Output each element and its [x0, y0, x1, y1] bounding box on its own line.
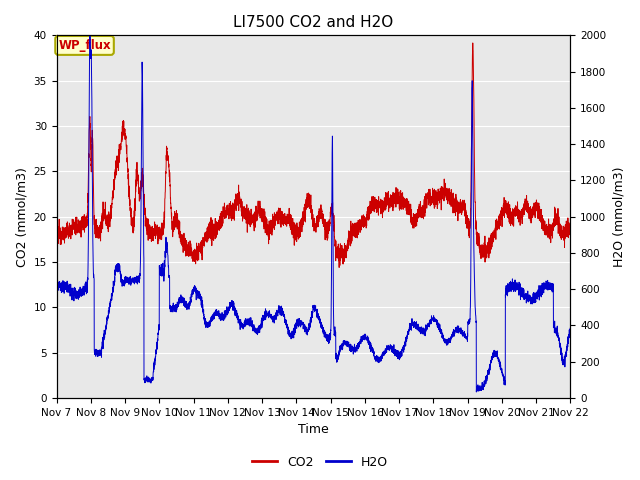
Title: LI7500 CO2 and H2O: LI7500 CO2 and H2O [234, 15, 394, 30]
Y-axis label: CO2 (mmol/m3): CO2 (mmol/m3) [15, 167, 28, 266]
Legend: CO2, H2O: CO2, H2O [247, 451, 393, 474]
Y-axis label: H2O (mmol/m3): H2O (mmol/m3) [612, 167, 625, 267]
Text: WP_flux: WP_flux [58, 39, 111, 52]
X-axis label: Time: Time [298, 423, 329, 436]
